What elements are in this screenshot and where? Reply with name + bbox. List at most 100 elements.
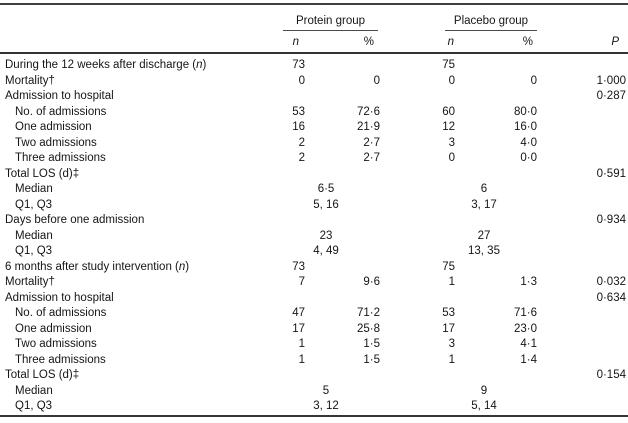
row-label: Two admissions xyxy=(15,136,97,149)
placebo-percent-cell: 1·3 xyxy=(520,276,537,288)
placebo-percent-cell: 0·0 xyxy=(520,152,537,164)
row-label: No. of admissions xyxy=(15,105,107,118)
protein-percent-cell xyxy=(307,368,382,384)
table-row: No. of admissions 53 72·6 60 80·0 xyxy=(0,105,628,121)
row-label: No. of admissions xyxy=(15,307,107,319)
placebo-n-cell xyxy=(382,213,457,229)
placebo-group-label: Placebo group xyxy=(445,15,537,31)
p-value-cell xyxy=(539,198,628,214)
placebo-n-cell: 3 xyxy=(448,338,455,350)
protein-span-cell: 5, 16 xyxy=(313,198,339,211)
protein-percent-cell xyxy=(307,53,382,74)
placebo-n-cell: 75 xyxy=(442,260,455,273)
protein-n-cell: 1 xyxy=(298,353,305,366)
protein-n-header: n xyxy=(270,31,307,54)
protein-percent-header: % xyxy=(307,31,382,54)
empty-header-cell xyxy=(0,31,270,54)
placebo-n-cell: 60 xyxy=(442,105,455,118)
empty-header-cell xyxy=(0,4,270,31)
placebo-percent-cell: 71·6 xyxy=(513,307,537,319)
p-value-cell xyxy=(539,399,628,416)
protein-n-cell xyxy=(270,213,307,229)
row-label: Admission to hospital xyxy=(5,291,114,304)
placebo-percent-cell: 1·4 xyxy=(520,353,537,366)
table-row: Q1, Q3 5, 16 3, 17 xyxy=(0,198,628,214)
placebo-percent-cell: 16·0 xyxy=(513,121,537,133)
placebo-n-cell: 1 xyxy=(448,276,455,288)
p-value-cell xyxy=(539,136,628,152)
placebo-percent-cell: 80·0 xyxy=(513,105,537,118)
table-body: During the 12 weeks after discharge (n) 7… xyxy=(0,53,628,416)
table-row: Q1, Q3 3, 12 5, 14 xyxy=(0,399,628,416)
protein-percent-cell xyxy=(307,260,382,276)
protein-n-cell: 73 xyxy=(292,260,305,273)
row-label: 6 months after study intervention (n) xyxy=(5,260,190,273)
table-row: Median 6·5 6 xyxy=(0,182,628,198)
placebo-percent-cell xyxy=(457,53,539,74)
placebo-span-cell: 5, 14 xyxy=(471,400,497,412)
protein-percent-cell: 21·9 xyxy=(356,121,380,133)
p-value-cell xyxy=(539,53,628,74)
row-label: Days before one admission xyxy=(5,214,145,226)
placebo-percent-cell xyxy=(457,89,539,105)
row-label: Two admissions xyxy=(15,338,97,350)
placebo-span-cell: 3, 17 xyxy=(471,198,497,211)
p-value-cell xyxy=(539,322,628,338)
p-value-cell xyxy=(539,120,628,136)
placebo-n-cell: 12 xyxy=(442,121,455,133)
protein-n-cell: 53 xyxy=(292,105,305,118)
placebo-percent-cell xyxy=(457,368,539,384)
placebo-span-cell: 6 xyxy=(480,183,488,195)
protein-n-cell xyxy=(270,89,307,105)
table-row: Total LOS (d)‡ 0·591 xyxy=(0,167,628,183)
p-value-cell xyxy=(539,105,628,121)
protein-n-cell: 7 xyxy=(298,276,305,288)
empty-header-cell xyxy=(539,4,628,31)
protein-percent-cell xyxy=(307,213,382,229)
row-label: Median xyxy=(15,384,53,397)
row-label: Admission to hospital xyxy=(5,90,114,102)
table-row: Two admissions 1 1·5 3 4·1 xyxy=(0,337,628,353)
protein-n-cell: 17 xyxy=(292,322,305,335)
placebo-n-cell xyxy=(382,89,457,105)
placebo-n-cell: 75 xyxy=(442,59,455,71)
placebo-n-cell xyxy=(382,167,457,183)
table-row: Mortality† 0 0 0 0 1·000 xyxy=(0,74,628,90)
placebo-n-cell xyxy=(382,291,457,307)
row-label: Median xyxy=(15,183,53,195)
p-value-cell xyxy=(539,337,628,353)
placebo-percent-cell xyxy=(457,291,539,307)
p-value-cell: 0·934 xyxy=(596,214,626,226)
protein-n-cell: 2 xyxy=(298,152,305,164)
table-row: Admission to hospital 0·287 xyxy=(0,89,628,105)
row-label: Q1, Q3 xyxy=(15,198,53,211)
placebo-percent-cell xyxy=(457,167,539,183)
p-value-cell: 0·287 xyxy=(596,90,626,102)
row-label: One admission xyxy=(15,121,92,133)
placebo-span-cell: 13, 35 xyxy=(468,245,500,257)
protein-n-cell xyxy=(270,167,307,183)
placebo-percent-cell: 23·0 xyxy=(513,322,537,335)
protein-percent-cell: 71·2 xyxy=(356,307,380,319)
table-row: Days before one admission 0·934 xyxy=(0,213,628,229)
protein-span-cell: 23 xyxy=(319,229,333,242)
protein-group-header: Protein group xyxy=(270,4,382,31)
p-value-cell xyxy=(539,151,628,167)
table-row: Total LOS (d)‡ 0·154 xyxy=(0,368,628,384)
table-row: Three admissions 2 2·7 0 0·0 xyxy=(0,151,628,167)
outcomes-table: Protein group Placebo group n % n % P Du… xyxy=(0,3,628,417)
protein-span-cell: 5 xyxy=(322,384,330,397)
protein-n-cell xyxy=(270,368,307,384)
table-row: One admission 16 21·9 12 16·0 xyxy=(0,120,628,136)
row-label: One admission xyxy=(15,322,92,335)
p-value-cell: 1·000 xyxy=(596,74,626,87)
placebo-n-cell: 17 xyxy=(442,322,455,335)
placebo-n-cell: 53 xyxy=(442,307,455,319)
placebo-span-cell: 9 xyxy=(480,384,488,397)
protein-percent-cell: 1·5 xyxy=(363,338,380,350)
table-row: 6 months after study intervention (n) 73 7… xyxy=(0,260,628,276)
protein-n-cell xyxy=(270,291,307,307)
p-value-cell xyxy=(539,260,628,276)
placebo-percent-cell: 4·0 xyxy=(520,136,537,149)
placebo-n-cell: 0 xyxy=(448,152,455,164)
